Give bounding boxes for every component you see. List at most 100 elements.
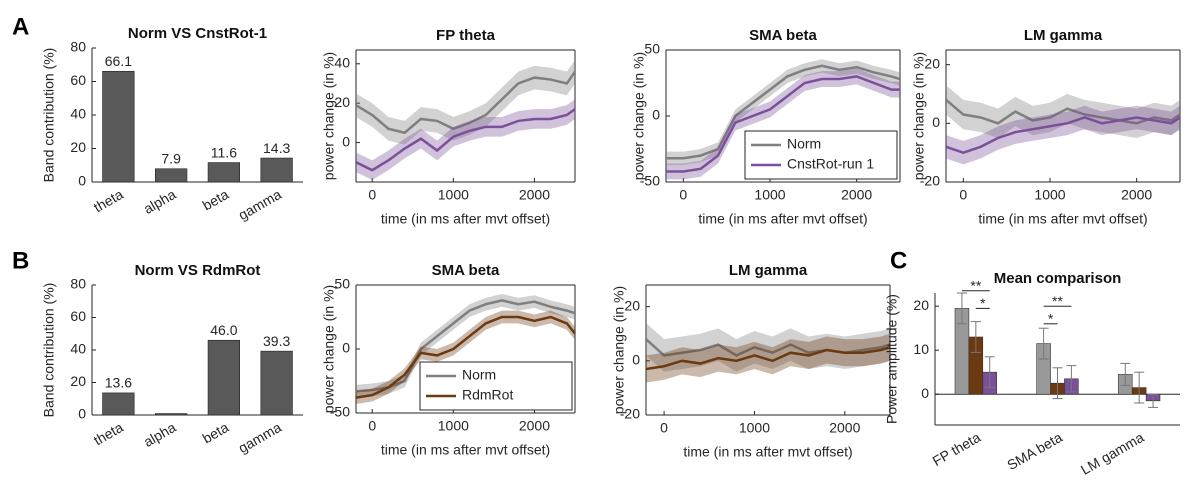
error-bar [1120,362,1131,386]
bar [102,70,135,183]
x-tick-label: 2000 [829,420,860,436]
y-tick-label: -50 [330,404,350,420]
legend: Norm CnstRot-run 1 [744,130,898,180]
y-tick-label: 40 [334,54,350,70]
x-tick-label: theta [91,186,126,216]
y-axis-label: power change (in %) [911,52,927,180]
error-band [356,59,575,145]
error-band [356,310,575,405]
value-label: 14.3 [263,140,290,156]
bar [155,168,188,183]
y-tick-label: 60 [70,72,86,88]
x-tick-label: beta [200,186,232,214]
error-bar [1066,365,1077,393]
x-tick-label: 1000 [739,420,770,436]
line [646,346,890,371]
y-tick-label: 20 [924,55,940,71]
panel-label: B [12,247,29,274]
x-tick-label: 1000 [438,187,469,203]
x-tick-label: 1000 [438,418,469,434]
legend-label: Norm [462,367,496,383]
line [646,338,890,357]
x-tick-label: 0 [660,420,668,436]
line [666,64,900,160]
x-tick-label: 0 [368,187,376,203]
bar [155,413,188,416]
y-tick-label: 0 [632,352,640,368]
value-label: 66.1 [105,53,132,69]
significance-label: * [980,295,986,311]
y-tick-label: 20 [70,373,86,389]
y-tick-label: 80 [70,276,86,292]
y-tick-label: 0 [342,133,350,149]
x-axis-label: time (in ms after mvt offset) [978,211,1147,227]
legend-label: CnstRot-run 1 [787,156,874,172]
legend-label: Norm [787,136,821,152]
value-label: 7.9 [161,150,181,166]
y-tick-label: 40 [70,341,86,357]
y-tick-label: 50 [334,276,350,292]
bar [102,392,135,416]
value-label: 46.0 [210,322,237,338]
y-axis-label: power change (in %) [321,52,337,180]
legend: Norm RdmRot [419,361,573,411]
chart-title: LM gamma [729,262,808,279]
error-bar [1134,371,1145,404]
x-tick-label: 2000 [519,187,550,203]
y-tick-label: 80 [70,39,86,55]
error-bar [956,292,967,325]
x-tick-label: 1000 [1034,187,1065,203]
line [356,315,575,399]
y-axis-label: power change (in %) [321,285,337,413]
line [356,108,575,172]
x-tick-label: 0 [959,187,967,203]
x-tick-label: alpha [141,419,179,450]
y-tick-label: 60 [70,308,86,324]
x-tick-label: beta [200,419,232,447]
y-tick-label: 0 [78,406,86,422]
y-tick-label: 40 [70,106,86,122]
value-label: 11.6 [211,144,237,160]
y-tick-label: 20 [913,297,929,313]
bar [207,162,241,183]
chart-title: Norm VS RdmRot [135,262,261,279]
line [356,70,575,135]
legend-box [419,361,573,411]
error-bar [970,321,981,353]
x-tick-label: theta [91,419,126,449]
x-tick-label: 0 [368,418,376,434]
y-axis-label: Band contribution (%) [41,48,57,183]
x-tick-label: gamma [236,186,285,223]
y-tick-label: 0 [932,114,940,130]
x-tick-label: alpha [141,186,179,217]
significance-label: ** [970,278,981,294]
significance-label: * [1048,311,1054,327]
x-tick-label: SMA beta [1004,429,1065,473]
x-tick-label: 2000 [1121,187,1152,203]
y-tick-label: 20 [624,297,640,313]
y-tick-label: 0 [921,385,929,401]
y-axis-label: power change (in %) [631,52,647,180]
error-bar [984,356,995,389]
x-tick-label: LM gamma [1078,429,1147,478]
legend-label: RdmRot [462,387,513,403]
line [666,75,900,173]
panel-label: C [890,247,907,274]
chart-title: SMA beta [749,27,817,44]
y-axis-label: power change (in %) [611,286,627,414]
value-label: 39.3 [263,333,290,349]
error-band [646,333,890,383]
chart-title: LM gamma [1024,27,1103,44]
error-bar [1148,393,1159,408]
error-band [666,68,900,180]
chart-title: FP theta [436,27,496,44]
x-axis-label: time (in ms after mvt offset) [381,211,550,227]
x-tick-label: FP theta [930,429,984,469]
line [356,299,575,393]
y-axis-label: Band contribution (%) [41,283,57,418]
x-tick-label: 2000 [519,418,550,434]
bar [260,157,293,183]
y-tick-label: 0 [342,340,350,356]
x-axis-label: time (in ms after mvt offset) [683,444,852,460]
